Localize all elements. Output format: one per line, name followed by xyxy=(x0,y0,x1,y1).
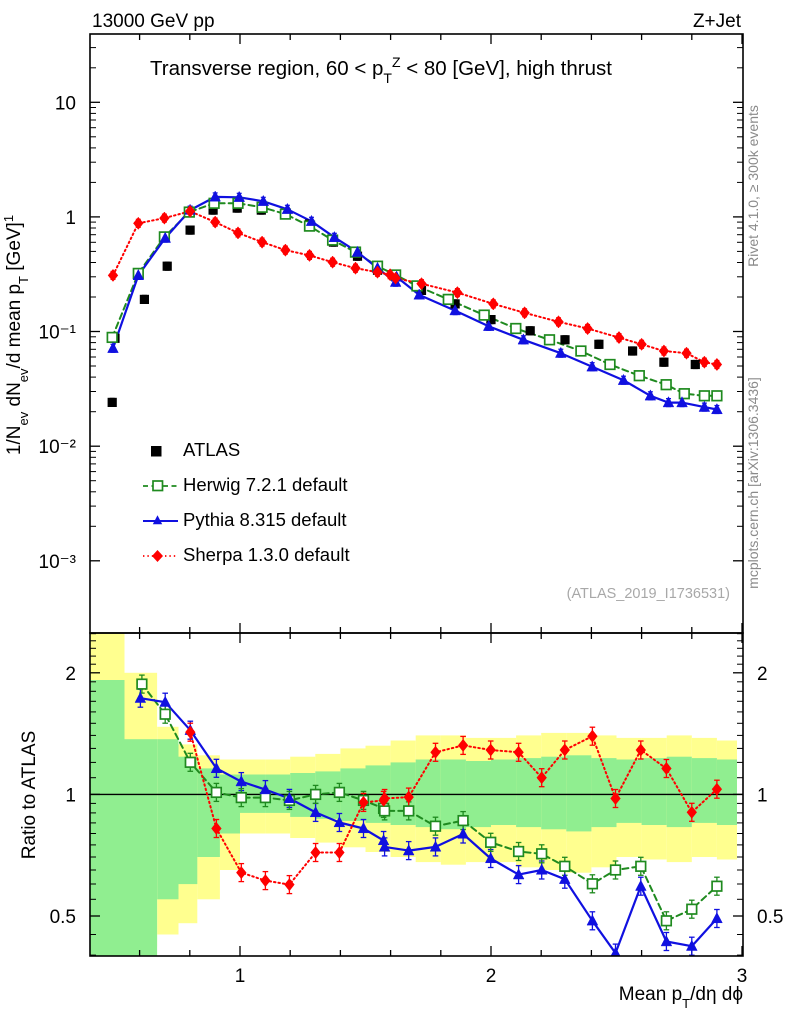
svg-text:Rivet 4.1.0, ≥ 300k events: Rivet 4.1.0, ≥ 300k events xyxy=(745,105,761,267)
svg-text:Pythia 8.315 default: Pythia 8.315 default xyxy=(183,509,347,530)
svg-text:10⁻²: 10⁻² xyxy=(39,437,77,458)
svg-text:0.5: 0.5 xyxy=(757,907,783,928)
svg-text:0.5: 0.5 xyxy=(50,907,76,928)
svg-text:Herwig 7.2.1 default: Herwig 7.2.1 default xyxy=(183,474,348,495)
svg-text:13000 GeV pp: 13000 GeV pp xyxy=(92,11,215,32)
svg-text:mcplots.cern.ch [arXiv:1306.34: mcplots.cern.ch [arXiv:1306.3436] xyxy=(745,377,761,589)
svg-text:10⁻¹: 10⁻¹ xyxy=(39,323,77,344)
svg-text:2: 2 xyxy=(65,664,76,685)
svg-text:1: 1 xyxy=(65,785,76,806)
svg-text:2: 2 xyxy=(757,664,768,685)
svg-text:Sherpa 1.3.0 default: Sherpa 1.3.0 default xyxy=(183,544,350,565)
svg-text:Z+Jet: Z+Jet xyxy=(693,11,742,32)
svg-text:1: 1 xyxy=(65,208,76,229)
svg-text:2: 2 xyxy=(486,966,497,987)
svg-text:1: 1 xyxy=(757,785,768,806)
svg-text:ATLAS: ATLAS xyxy=(183,439,240,460)
svg-text:(ATLAS_2019_I1736531): (ATLAS_2019_I1736531) xyxy=(567,586,730,602)
svg-text:Ratio to ATLAS: Ratio to ATLAS xyxy=(19,731,40,860)
svg-text:10: 10 xyxy=(55,93,76,114)
svg-text:1: 1 xyxy=(235,966,246,987)
svg-text:10⁻³: 10⁻³ xyxy=(39,552,77,573)
